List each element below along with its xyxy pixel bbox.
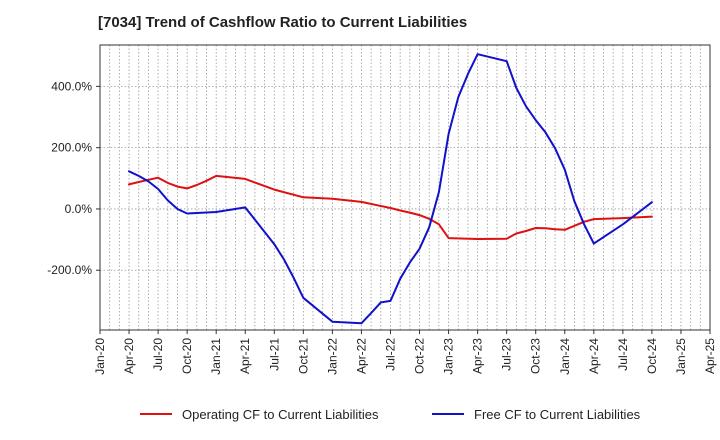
y-tick-label: 200.0% — [51, 141, 92, 155]
x-tick-label: Apr-24 — [587, 338, 601, 374]
x-tick-label: Oct-24 — [645, 338, 659, 374]
y-tick-label: -200.0% — [47, 263, 92, 277]
x-tick-label: Apr-25 — [703, 338, 717, 374]
legend-label-2: Free CF to Current Liabilities — [474, 407, 641, 422]
x-tick-label: Apr-22 — [354, 338, 368, 374]
x-tick-label: Jan-22 — [325, 338, 339, 375]
x-tick-label: Apr-23 — [471, 338, 485, 374]
x-tick-label: Jul-23 — [500, 338, 514, 371]
x-tick-label: Jan-25 — [674, 338, 688, 375]
y-tick-label: 400.0% — [51, 79, 92, 93]
legend-label-1: Operating CF to Current Liabilities — [182, 407, 379, 422]
y-tick-label: 0.0% — [65, 202, 93, 216]
x-tick-label: Oct-21 — [296, 338, 310, 374]
x-tick-label: Jan-23 — [442, 338, 456, 375]
x-tick-label: Oct-23 — [529, 338, 543, 374]
plot-area — [100, 45, 710, 330]
x-tick-label: Jul-20 — [151, 338, 165, 371]
x-tick-label: Jul-24 — [616, 338, 630, 371]
x-tick-label: Jan-20 — [93, 338, 107, 375]
x-tick-label: Jul-21 — [267, 338, 281, 371]
x-tick-label: Jul-22 — [383, 338, 397, 371]
x-tick-label: Apr-21 — [238, 338, 252, 374]
chart-title: [7034] Trend of Cashflow Ratio to Curren… — [98, 14, 468, 31]
series-line-1 — [128, 174, 653, 240]
x-tick-label: Jan-21 — [209, 338, 223, 375]
x-tick-label: Oct-22 — [413, 338, 427, 374]
x-tick-label: Oct-20 — [180, 338, 194, 374]
plot-frame — [99, 44, 711, 331]
series-line-2 — [128, 53, 653, 325]
x-tick-label: Jan-24 — [558, 338, 572, 375]
x-tick-label: Apr-20 — [122, 338, 136, 374]
